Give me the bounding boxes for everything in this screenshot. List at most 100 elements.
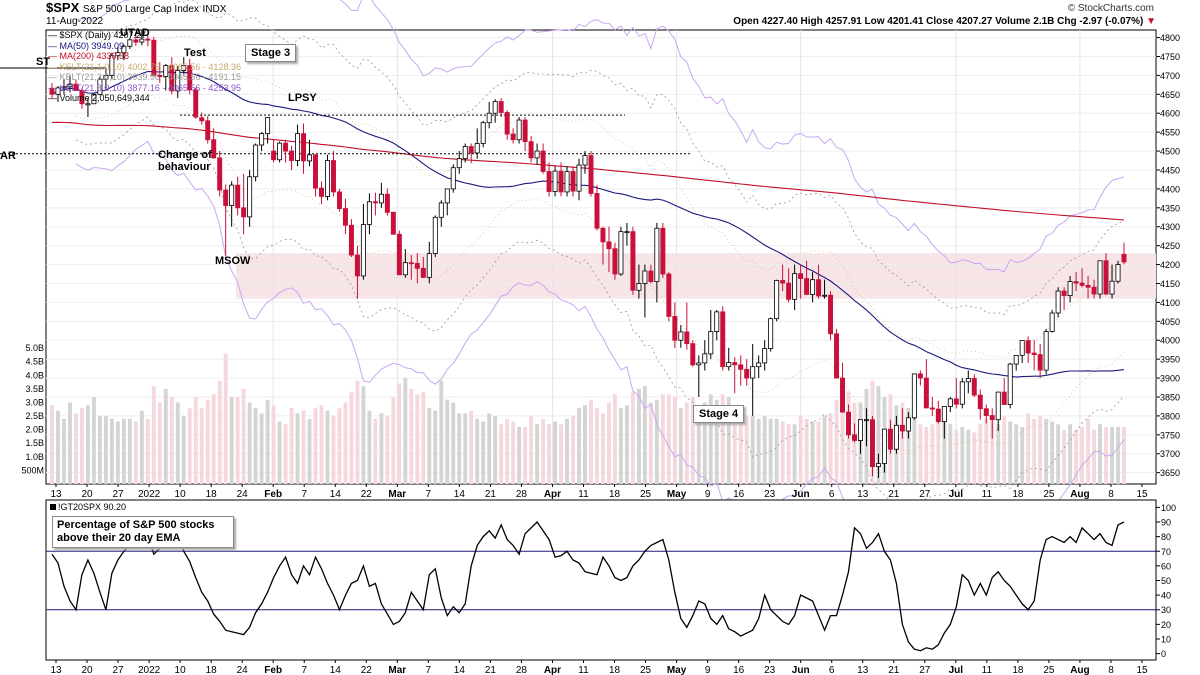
price-tick-label: 3850	[1160, 392, 1180, 402]
volume-bar	[1032, 418, 1037, 484]
volume-bar	[487, 413, 492, 484]
volume-bar	[690, 397, 695, 484]
candle-body	[576, 164, 582, 192]
indicator-note-line2: above their 20 day EMA	[57, 532, 181, 544]
volume-bar	[361, 386, 366, 484]
volume-bar	[493, 416, 498, 484]
date-tick-label: 13	[50, 665, 62, 675]
volume-bar	[708, 394, 713, 484]
brand-mark[interactable]: © StockCharts.com	[1067, 3, 1154, 14]
candle-body	[444, 188, 450, 204]
price-tick-label: 4400	[1160, 184, 1180, 194]
exchange: INDX	[202, 4, 227, 15]
candle-body	[630, 231, 636, 291]
keltner-1-lower	[75, 92, 1125, 452]
volume-bar	[774, 418, 779, 484]
indicator-tick-label: 100	[1161, 503, 1176, 513]
date-tick-label: 18	[206, 665, 218, 675]
price-tick-label: 4250	[1160, 241, 1180, 251]
volume-bar	[792, 424, 797, 484]
ohlc-values: Open 4227.40 High 4257.91 Low 4201.41 Cl…	[733, 16, 1144, 27]
volume-bar	[301, 410, 306, 484]
volume-bar	[439, 380, 444, 484]
candle-body	[498, 101, 504, 113]
candle-body	[744, 368, 750, 379]
candle-body	[726, 362, 732, 368]
volume-bar	[1038, 416, 1043, 484]
ohlc-readout: Open 4227.40 High 4257.91 Low 4201.41 Cl…	[733, 16, 1156, 27]
volume-tick-label: 500M	[21, 465, 44, 475]
volume-bar	[1086, 418, 1091, 484]
candle-body	[594, 193, 600, 229]
volume-bar	[211, 394, 216, 484]
candle-body	[456, 158, 462, 169]
candle-body	[277, 142, 283, 161]
candle-body	[241, 207, 247, 218]
date-tick-label: 18	[609, 489, 621, 500]
candle-body	[941, 406, 947, 422]
volume-bar	[960, 426, 965, 484]
volume-bar	[115, 421, 120, 484]
volume-bar	[996, 424, 1001, 484]
date-axis-top: 13 20 27 2022 10 18 24 Feb 7 14 22 Mar 7 14 21 28 Apr 11 1…	[50, 484, 1148, 500]
volume-bar	[133, 421, 138, 484]
volume-bar	[241, 388, 246, 484]
annotation-st: ST	[36, 56, 51, 68]
volume-bar	[445, 399, 450, 484]
volume-bar	[319, 405, 324, 484]
candle-body	[127, 39, 133, 47]
candlesticks	[49, 30, 1127, 478]
candle-body	[570, 171, 576, 192]
date-tick-label: 27	[919, 665, 931, 675]
price-tick-label: 4450	[1160, 165, 1180, 175]
candle-body	[786, 282, 792, 300]
date-tick-label: 8	[1108, 665, 1114, 675]
volume-bar	[223, 353, 228, 484]
candle-body	[708, 331, 714, 355]
date-tick-label: 24	[237, 665, 249, 675]
symbol: $SPX	[46, 0, 80, 15]
candle-body	[217, 157, 223, 191]
candle-body	[977, 394, 983, 410]
legend-item: — KELT(21,1.0,10) 4002.75 - 4065.56 - 41…	[48, 61, 241, 72]
candle-body	[139, 38, 145, 43]
volume-bar	[906, 407, 911, 484]
volume-bar	[972, 432, 977, 484]
volume-bar	[355, 380, 360, 484]
annotation-test: Test	[184, 47, 206, 59]
overlay-lines	[0, 0, 1125, 566]
candle-body	[450, 167, 456, 190]
volume-bar	[936, 418, 941, 484]
candle-body	[534, 150, 540, 159]
date-tick-label: 9	[705, 489, 711, 500]
date-tick-label: 21	[485, 489, 497, 500]
date-tick-label: 10	[175, 665, 187, 675]
volume-tick-label: 4.5B	[25, 357, 44, 367]
volume-bar	[427, 407, 432, 484]
volume-bar	[750, 416, 755, 484]
volume-bar	[379, 413, 384, 484]
volume-bar	[810, 421, 815, 484]
indicator-tick-label: 20	[1161, 620, 1171, 630]
date-tick-label: 13	[857, 665, 869, 675]
volume-tick-label: 5.0B	[25, 343, 44, 353]
volume-bar	[421, 391, 426, 484]
volume-bar	[912, 413, 917, 484]
candle-body	[995, 391, 1001, 421]
volume-bar	[780, 421, 785, 484]
date-tick-label: 25	[640, 489, 652, 500]
volume-bar	[786, 424, 791, 484]
volume-bar	[457, 413, 462, 484]
chart-date: 11-Aug-2022	[46, 16, 104, 27]
date-tick-label: 23	[764, 665, 776, 675]
volume-bar	[840, 386, 845, 484]
candle-body	[151, 39, 157, 76]
volume-bar	[702, 402, 707, 484]
date-tick-label: Jul	[949, 665, 964, 675]
candle-body	[438, 202, 444, 218]
date-tick-label: Aug	[1070, 489, 1089, 500]
date-tick-label: 18	[609, 665, 621, 675]
volume-bar	[918, 424, 923, 484]
candle-body	[702, 353, 708, 364]
candle-body	[205, 120, 211, 141]
